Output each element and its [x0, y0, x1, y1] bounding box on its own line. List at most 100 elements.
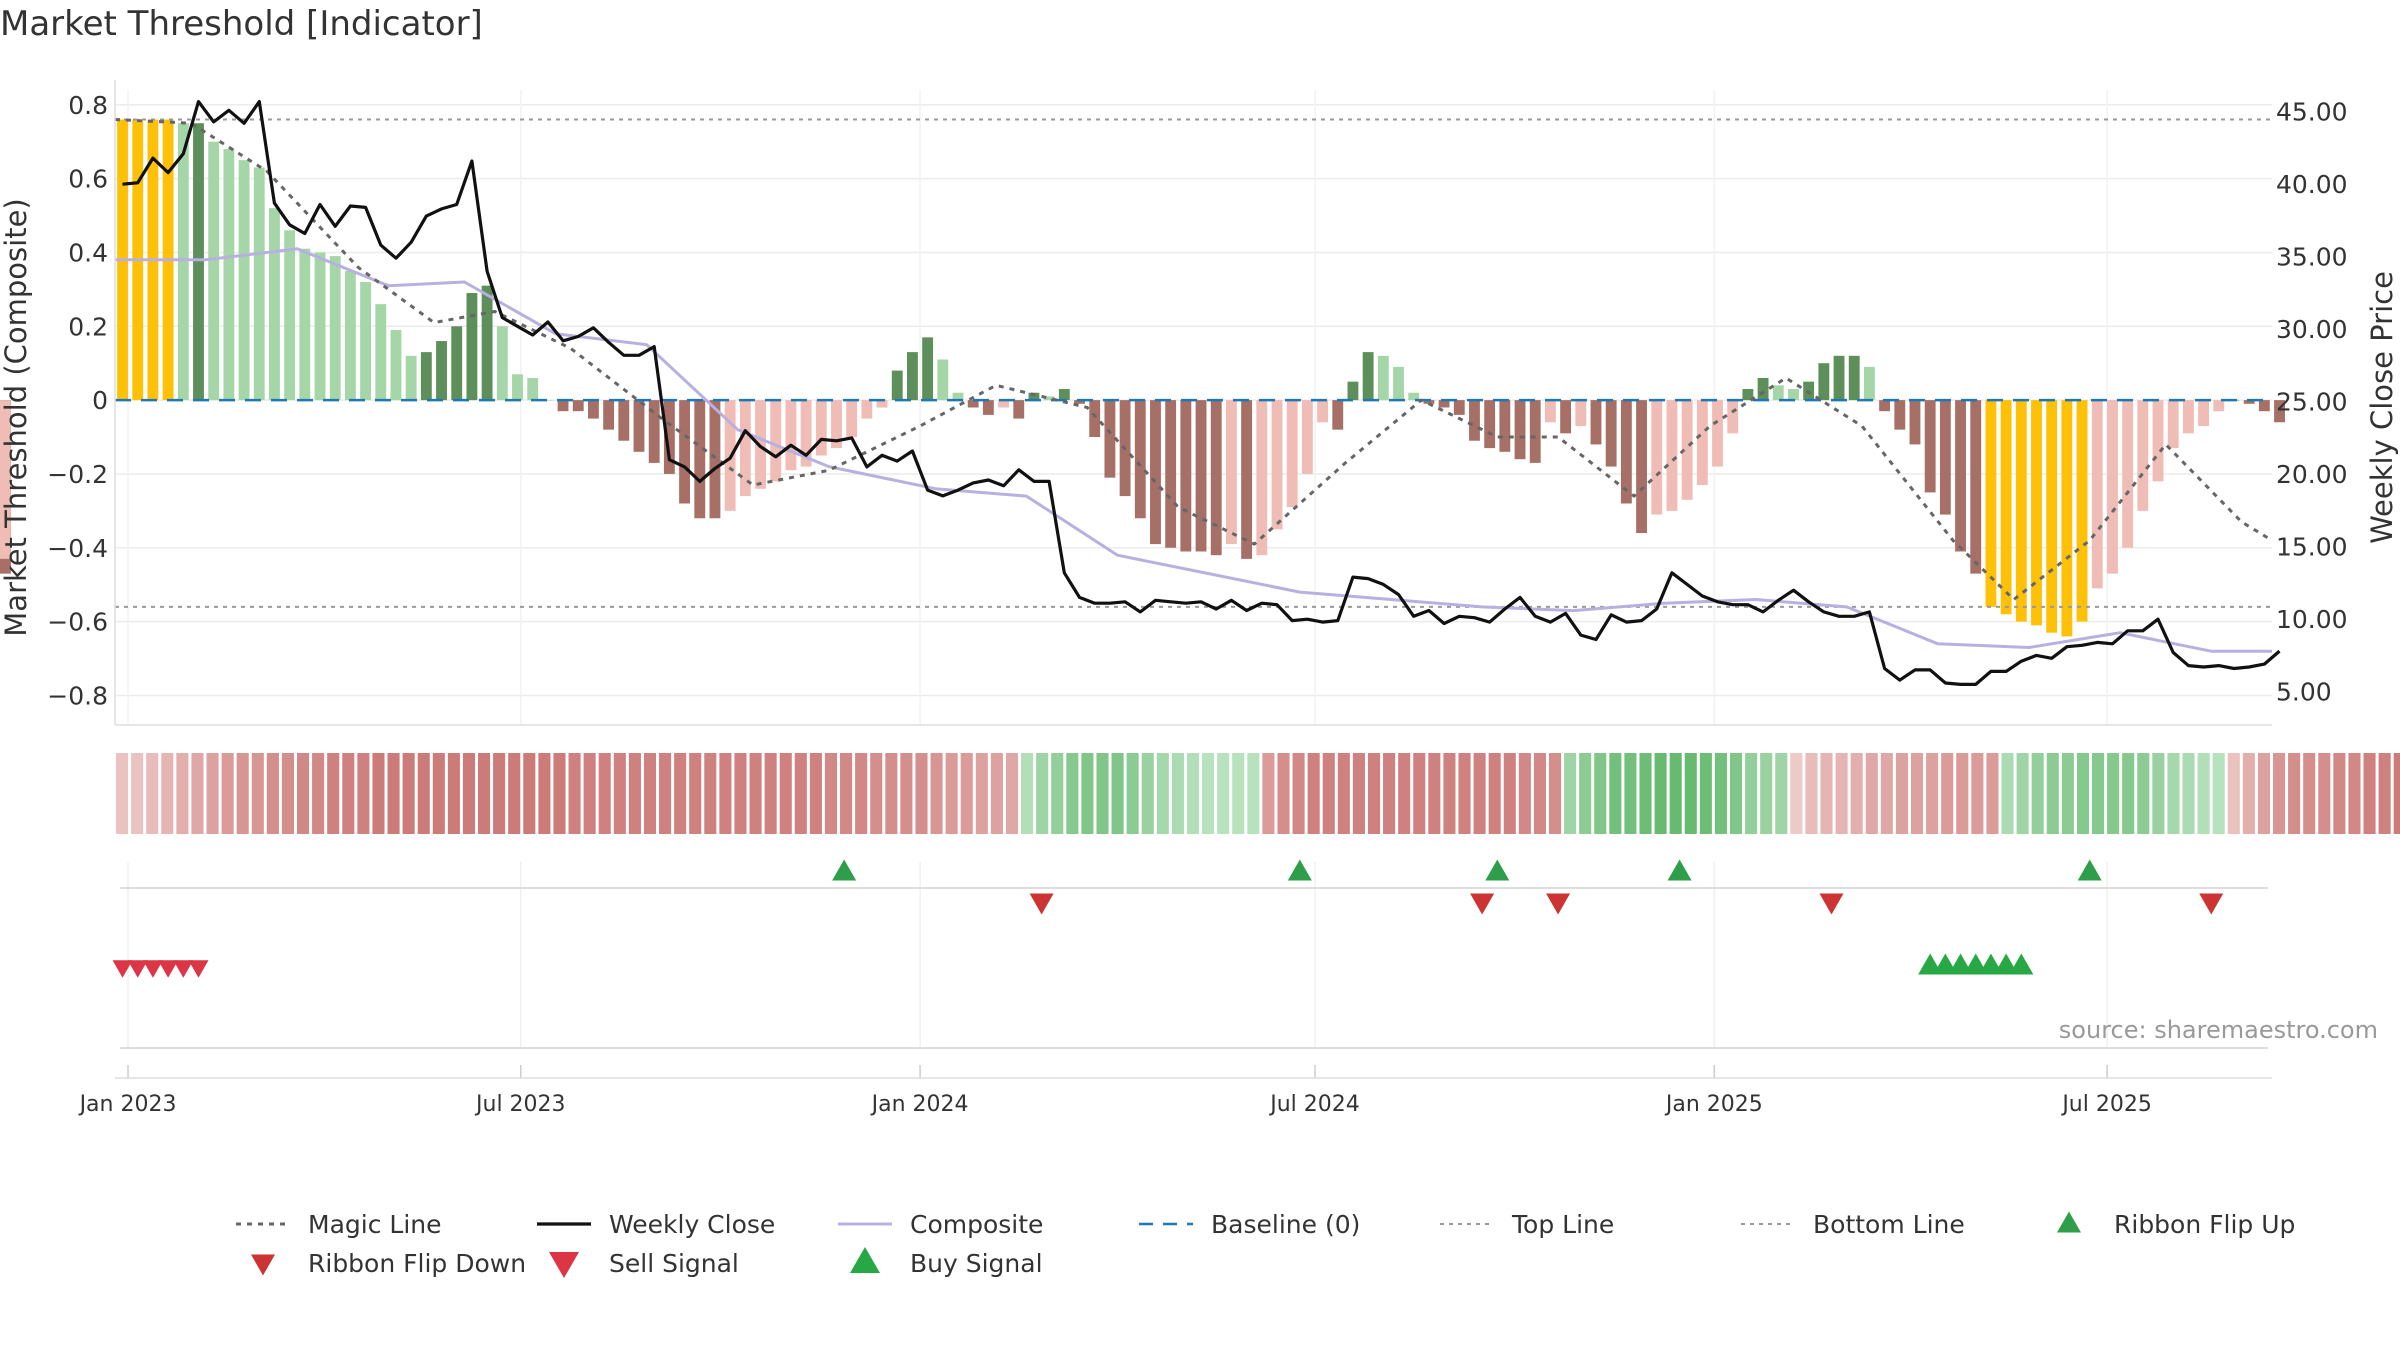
threshold-bar — [1438, 400, 1450, 408]
ribbon-cell — [2363, 753, 2376, 834]
ribbon-cell — [447, 753, 460, 834]
y-right-axis-label: Weekly Close Price — [2365, 271, 2399, 544]
ribbon-cell — [1910, 753, 1924, 834]
ribbon-cell — [2257, 753, 2270, 834]
weekly-close-line — [122, 99, 2281, 687]
y-left-axis-label: Market Threshold (Composite) — [0, 198, 33, 636]
threshold-bar — [542, 400, 554, 401]
buy-signal-marker — [1948, 953, 1973, 975]
threshold-bar — [2031, 400, 2042, 626]
threshold-bar — [436, 341, 447, 401]
ribbon-cell — [342, 753, 355, 834]
threshold-bar — [238, 160, 250, 401]
ribbon-cell — [2031, 753, 2044, 834]
legend-item: Composite — [838, 1210, 1043, 1239]
ribbon-cell — [116, 753, 129, 834]
ribbon-cell — [2212, 753, 2225, 834]
legend-marker — [549, 1251, 579, 1279]
legend-label: Top Line — [1511, 1210, 1614, 1239]
threshold-bar — [1970, 400, 1982, 574]
threshold-bar — [466, 293, 478, 401]
ribbon-cell — [1217, 753, 1230, 834]
composite-line — [115, 247, 2272, 653]
ribbon-cell — [568, 753, 581, 834]
threshold-bar — [967, 400, 979, 408]
y-left-tick-label: −0.2 — [47, 460, 108, 489]
threshold-bar — [1377, 355, 1389, 401]
ribbon-cell — [1654, 753, 1667, 834]
ribbon-cell — [251, 753, 264, 834]
threshold-bar — [2182, 400, 2194, 434]
threshold-bar — [360, 281, 372, 401]
y-left-tick-label: 0.2 — [68, 312, 108, 341]
ribbon-cell — [176, 753, 189, 834]
threshold-bar — [1195, 400, 1207, 552]
y-left-tick-label: −0.6 — [47, 608, 108, 637]
threshold-bar — [1453, 400, 1465, 415]
ribbon-cell — [1609, 753, 1622, 834]
ribbon-cell — [2061, 753, 2074, 834]
buy-signal-marker — [2009, 953, 2034, 975]
threshold-bar — [1225, 400, 1237, 545]
buy-signal-marker — [1963, 953, 1988, 975]
ribbon-cell — [885, 753, 898, 834]
threshold-bar — [2091, 400, 2103, 589]
ribbon-cell — [1051, 753, 1064, 834]
ribbon-cell — [1307, 753, 1320, 834]
threshold-bar — [663, 400, 675, 474]
ribbon-cell — [2076, 753, 2089, 834]
y-right-tick-label: 30.00 — [2276, 315, 2348, 344]
threshold-bar — [1742, 389, 1754, 401]
ribbon-cell — [2152, 753, 2165, 834]
threshold-bar — [1514, 400, 1526, 460]
legend-label: Ribbon Flip Down — [308, 1249, 526, 1278]
threshold-bar — [1271, 400, 1283, 530]
ribbon-cell — [1760, 753, 1773, 834]
ribbon-cell — [1865, 753, 1878, 834]
threshold-bar — [815, 400, 827, 456]
threshold-bar — [1104, 400, 1116, 478]
ribbon-cell — [281, 753, 295, 834]
ribbon-cell — [1367, 753, 1381, 834]
legend-item: Sell Signal — [549, 1249, 739, 1279]
buy-signal-marker — [1994, 953, 2019, 975]
ribbon-cell — [855, 753, 868, 834]
y-left-tick-label: 0.4 — [68, 238, 108, 267]
threshold-bar — [679, 400, 691, 504]
y-right-tick-label: 20.00 — [2276, 460, 2348, 489]
ribbon-cell — [2288, 753, 2301, 834]
ribbon-cell — [975, 753, 988, 834]
ribbon-cell — [1805, 753, 1818, 834]
threshold-bar — [618, 400, 630, 441]
sell-signal-marker — [173, 960, 194, 978]
x-tick-label: Jan 2024 — [870, 1092, 969, 1117]
ribbon-cell — [870, 753, 883, 834]
threshold-bar — [1180, 400, 1192, 552]
threshold-bar — [1544, 400, 1556, 423]
ribbon-cell — [2091, 753, 2105, 834]
legend-item: Baseline (0) — [1139, 1210, 1360, 1239]
threshold-bar — [1013, 400, 1025, 419]
threshold-bar — [2046, 400, 2058, 633]
ribbon-cell — [915, 753, 928, 834]
threshold-bar — [329, 256, 341, 401]
ribbon-cell — [1548, 753, 1562, 834]
ribbon-cell — [1413, 753, 1426, 834]
sell-signal-marker — [112, 960, 133, 978]
ribbon-cell — [1036, 753, 1049, 834]
threshold-bar — [1818, 363, 1830, 401]
threshold-bar — [253, 167, 265, 401]
threshold-bar — [481, 285, 493, 401]
threshold-bar — [922, 337, 934, 401]
ribbon-cell — [900, 753, 913, 834]
ribbon-cell — [1971, 753, 1984, 834]
threshold-bar — [405, 355, 417, 401]
threshold-bar — [876, 400, 888, 408]
y-left-tick-label: −0.8 — [47, 681, 108, 710]
y-right-tick-label: 15.00 — [2276, 533, 2348, 562]
sell-signal-marker — [142, 960, 163, 978]
source-label: source: sharemaestro.com — [2059, 1016, 2378, 1044]
legend-label: Buy Signal — [910, 1249, 1043, 1278]
threshold-bar — [2122, 400, 2134, 548]
